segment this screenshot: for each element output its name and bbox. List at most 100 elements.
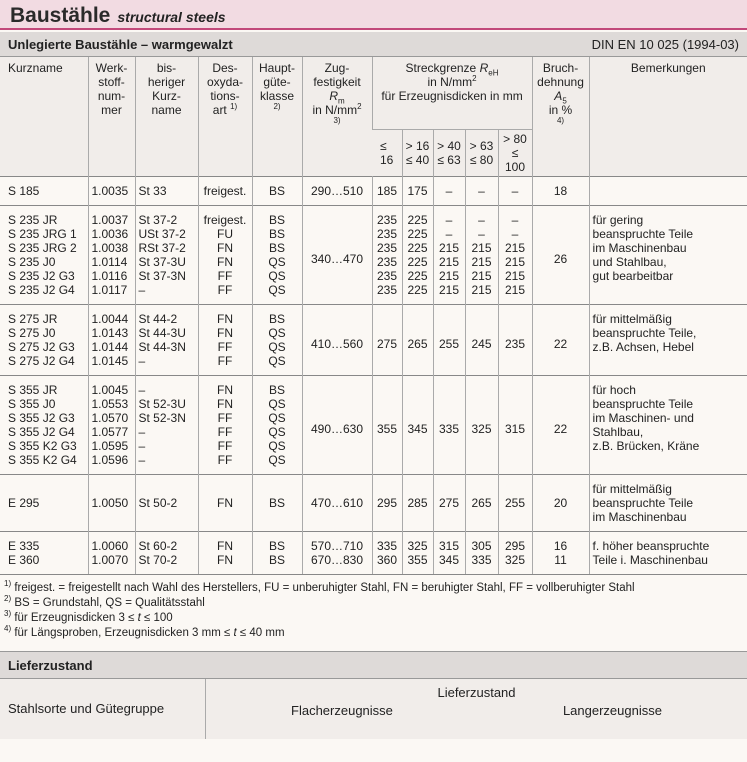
line: in N/mm2	[376, 75, 529, 90]
row: S 235 J0 1.0114 St 37-3U FN QS 235 225 215 215 21…	[0, 255, 747, 269]
cell: S 185	[8, 184, 40, 198]
text: Werk-	[95, 61, 128, 75]
text: ≤ 63	[437, 153, 461, 167]
remark	[588, 176, 747, 206]
yield: 225	[401, 255, 433, 269]
sub: eH	[488, 68, 499, 78]
table-head: Kurzname Werk-stoff-num-mer bis-heriger Kur…	[0, 57, 747, 177]
cell: QS	[251, 269, 302, 283]
tensile: 410…560	[301, 304, 372, 376]
yield: 215	[432, 283, 465, 305]
yield: 225	[401, 283, 433, 305]
cell: E 335	[8, 539, 40, 553]
yield: 215	[432, 255, 465, 269]
cell: St 70-2	[134, 553, 198, 574]
cell: 1.0570	[87, 411, 135, 425]
remark-line: Teile i. Maschinenbau	[592, 553, 708, 567]
line: ≤ 80	[469, 153, 495, 167]
line: > 80	[502, 132, 529, 146]
cell: BS	[251, 304, 302, 326]
line: ≤ 16	[380, 139, 399, 167]
line: für Erzeugnisdicken in mm	[376, 89, 529, 103]
yield: 215	[464, 241, 498, 255]
cell: S 235 JRG 2	[8, 241, 77, 255]
text: in N/mm	[427, 75, 473, 89]
remark: f. höher beanspruchte Teile i. Maschinenb…	[588, 531, 747, 574]
cell: RSt 37-2	[134, 241, 198, 255]
elongation: 18	[531, 176, 590, 206]
text: oxyda-	[206, 75, 244, 89]
cell: FN	[197, 255, 252, 269]
cell: QS	[251, 354, 302, 376]
delivery-table: Stahlsorte und Gütegruppe Lieferzustand …	[0, 679, 747, 739]
cell: 1.0050	[87, 474, 135, 532]
cell: FN	[197, 304, 252, 326]
cell: St 44-3U	[134, 326, 198, 340]
cell: E 360	[8, 553, 40, 567]
yield: 235	[371, 283, 402, 305]
text: bis-	[156, 61, 177, 75]
text: > 80	[503, 132, 527, 146]
cell: S 275 JR	[8, 312, 58, 326]
remark-line: Stahlbau,	[592, 425, 644, 439]
text: ≤ 80	[469, 153, 494, 167]
cell: 1.0036	[87, 227, 135, 241]
yield: 185	[371, 176, 402, 206]
cell: S 355 J0	[8, 397, 56, 411]
header-cell: bis-heriger Kurz-name	[134, 57, 198, 177]
yield: 275	[371, 304, 402, 376]
yield: 235	[371, 227, 402, 241]
remark-line: und Stahlbau,	[592, 255, 667, 269]
sup: 2)	[4, 594, 12, 604]
yield: 215	[464, 283, 498, 305]
cell: 1.0060	[87, 531, 135, 553]
line: Bruch-	[536, 61, 586, 75]
text: Zug-	[324, 61, 350, 75]
delivery-bar: Lieferzustand	[0, 651, 747, 679]
remark-line: im Maschinen- und	[592, 411, 694, 425]
cell: S 235 JRG 1	[8, 227, 77, 241]
tensile: 290…510	[301, 176, 372, 206]
remark: für hoch beanspruchte Teile im Maschinen- …	[588, 375, 747, 475]
cell: BS	[251, 375, 302, 397]
line: ≤ 40	[406, 153, 430, 167]
sup: 3)	[4, 609, 12, 619]
yield: 235	[371, 241, 402, 255]
header-cell: Streckgrenze ReH in N/mm2 für Erzeugnisdic…	[371, 57, 533, 130]
yield-header: > 63 ≤ 80	[464, 129, 498, 177]
elongation: 26	[531, 205, 590, 305]
line: oxyda-	[202, 75, 249, 89]
text: in %	[548, 103, 573, 117]
cell: 1.0116	[87, 269, 135, 283]
text: Bruch-	[542, 61, 579, 75]
tensile: 340…470	[301, 205, 372, 305]
header-row: Kurzname Werk-stoff-num-mer bis-heriger Kur…	[0, 57, 747, 177]
yield: 255	[432, 304, 465, 376]
cell: 1.0114	[87, 255, 135, 269]
line: ≤ 63	[437, 153, 462, 167]
cell: freigest.	[197, 205, 252, 227]
cell: USt 37-2	[134, 227, 198, 241]
remark-line: gut bearbeitbar	[592, 269, 674, 283]
line: 3)	[306, 117, 369, 131]
yield: –	[432, 176, 465, 206]
sup: 3)	[333, 116, 341, 125]
line: Haupt-	[256, 61, 299, 75]
yield: 355	[401, 553, 433, 574]
cell: –	[134, 453, 198, 475]
header-cell: Werk-stoff-num-mer	[87, 57, 135, 177]
yield: 215	[464, 255, 498, 269]
yield: 345	[401, 375, 433, 475]
section-title: Unlegierte Baustähle – warmgewalzt	[8, 36, 233, 52]
line: > 40	[437, 139, 462, 153]
line: 2)	[256, 103, 299, 117]
cell: S 235 JR	[8, 213, 58, 227]
line: festigkeit	[306, 75, 369, 89]
cell: –	[134, 354, 198, 376]
footnote: 1) freigest. = freigestellt nach Wahl de…	[4, 580, 743, 596]
yield: 295	[371, 474, 402, 532]
footnotes: 1) freigest. = freigestellt nach Wahl de…	[0, 574, 747, 645]
delivery-head-cell: Lieferzustand Flacherzeugnisse Langerzeu…	[206, 679, 747, 739]
cell: 1.0038	[87, 241, 135, 255]
